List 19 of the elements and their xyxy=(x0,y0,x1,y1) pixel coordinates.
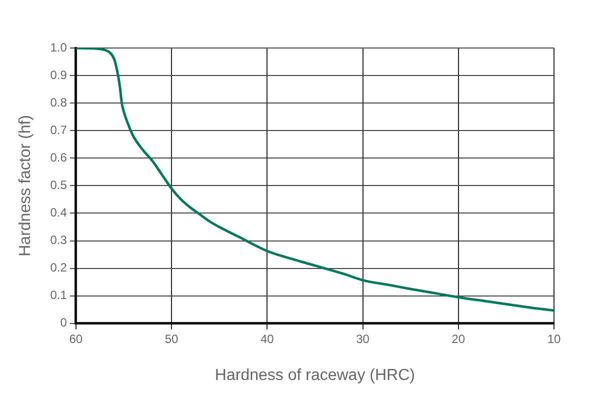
y-tick-label: 0.8 xyxy=(50,95,68,110)
x-tick-label: 60 xyxy=(69,332,83,346)
y-tick-label: 0.2 xyxy=(50,260,68,275)
y-tick-label: 0.9 xyxy=(50,68,68,82)
y-tick-label: 0 xyxy=(60,316,68,330)
x-tick-label: 30 xyxy=(356,332,370,346)
y-axis-title: Hardness factor (hf) xyxy=(17,115,34,256)
y-tick-label: 0.4 xyxy=(50,206,68,220)
x-tick-label: 40 xyxy=(260,332,274,346)
y-tick-label: 1.0 xyxy=(50,40,68,54)
y-tick-label: 0.5 xyxy=(50,178,68,192)
x-tick-label: 50 xyxy=(164,332,178,346)
y-tick-label: 0.7 xyxy=(50,122,68,137)
x-axis-title: Hardness of raceway (HRC) xyxy=(214,366,415,384)
x-tick-label: 20 xyxy=(452,332,466,346)
y-tick-label: 0.6 xyxy=(50,150,68,164)
y-tick-label: 0.1 xyxy=(50,288,68,302)
x-tick-label: 10 xyxy=(547,332,561,346)
y-tick-label: 0.3 xyxy=(50,233,68,248)
